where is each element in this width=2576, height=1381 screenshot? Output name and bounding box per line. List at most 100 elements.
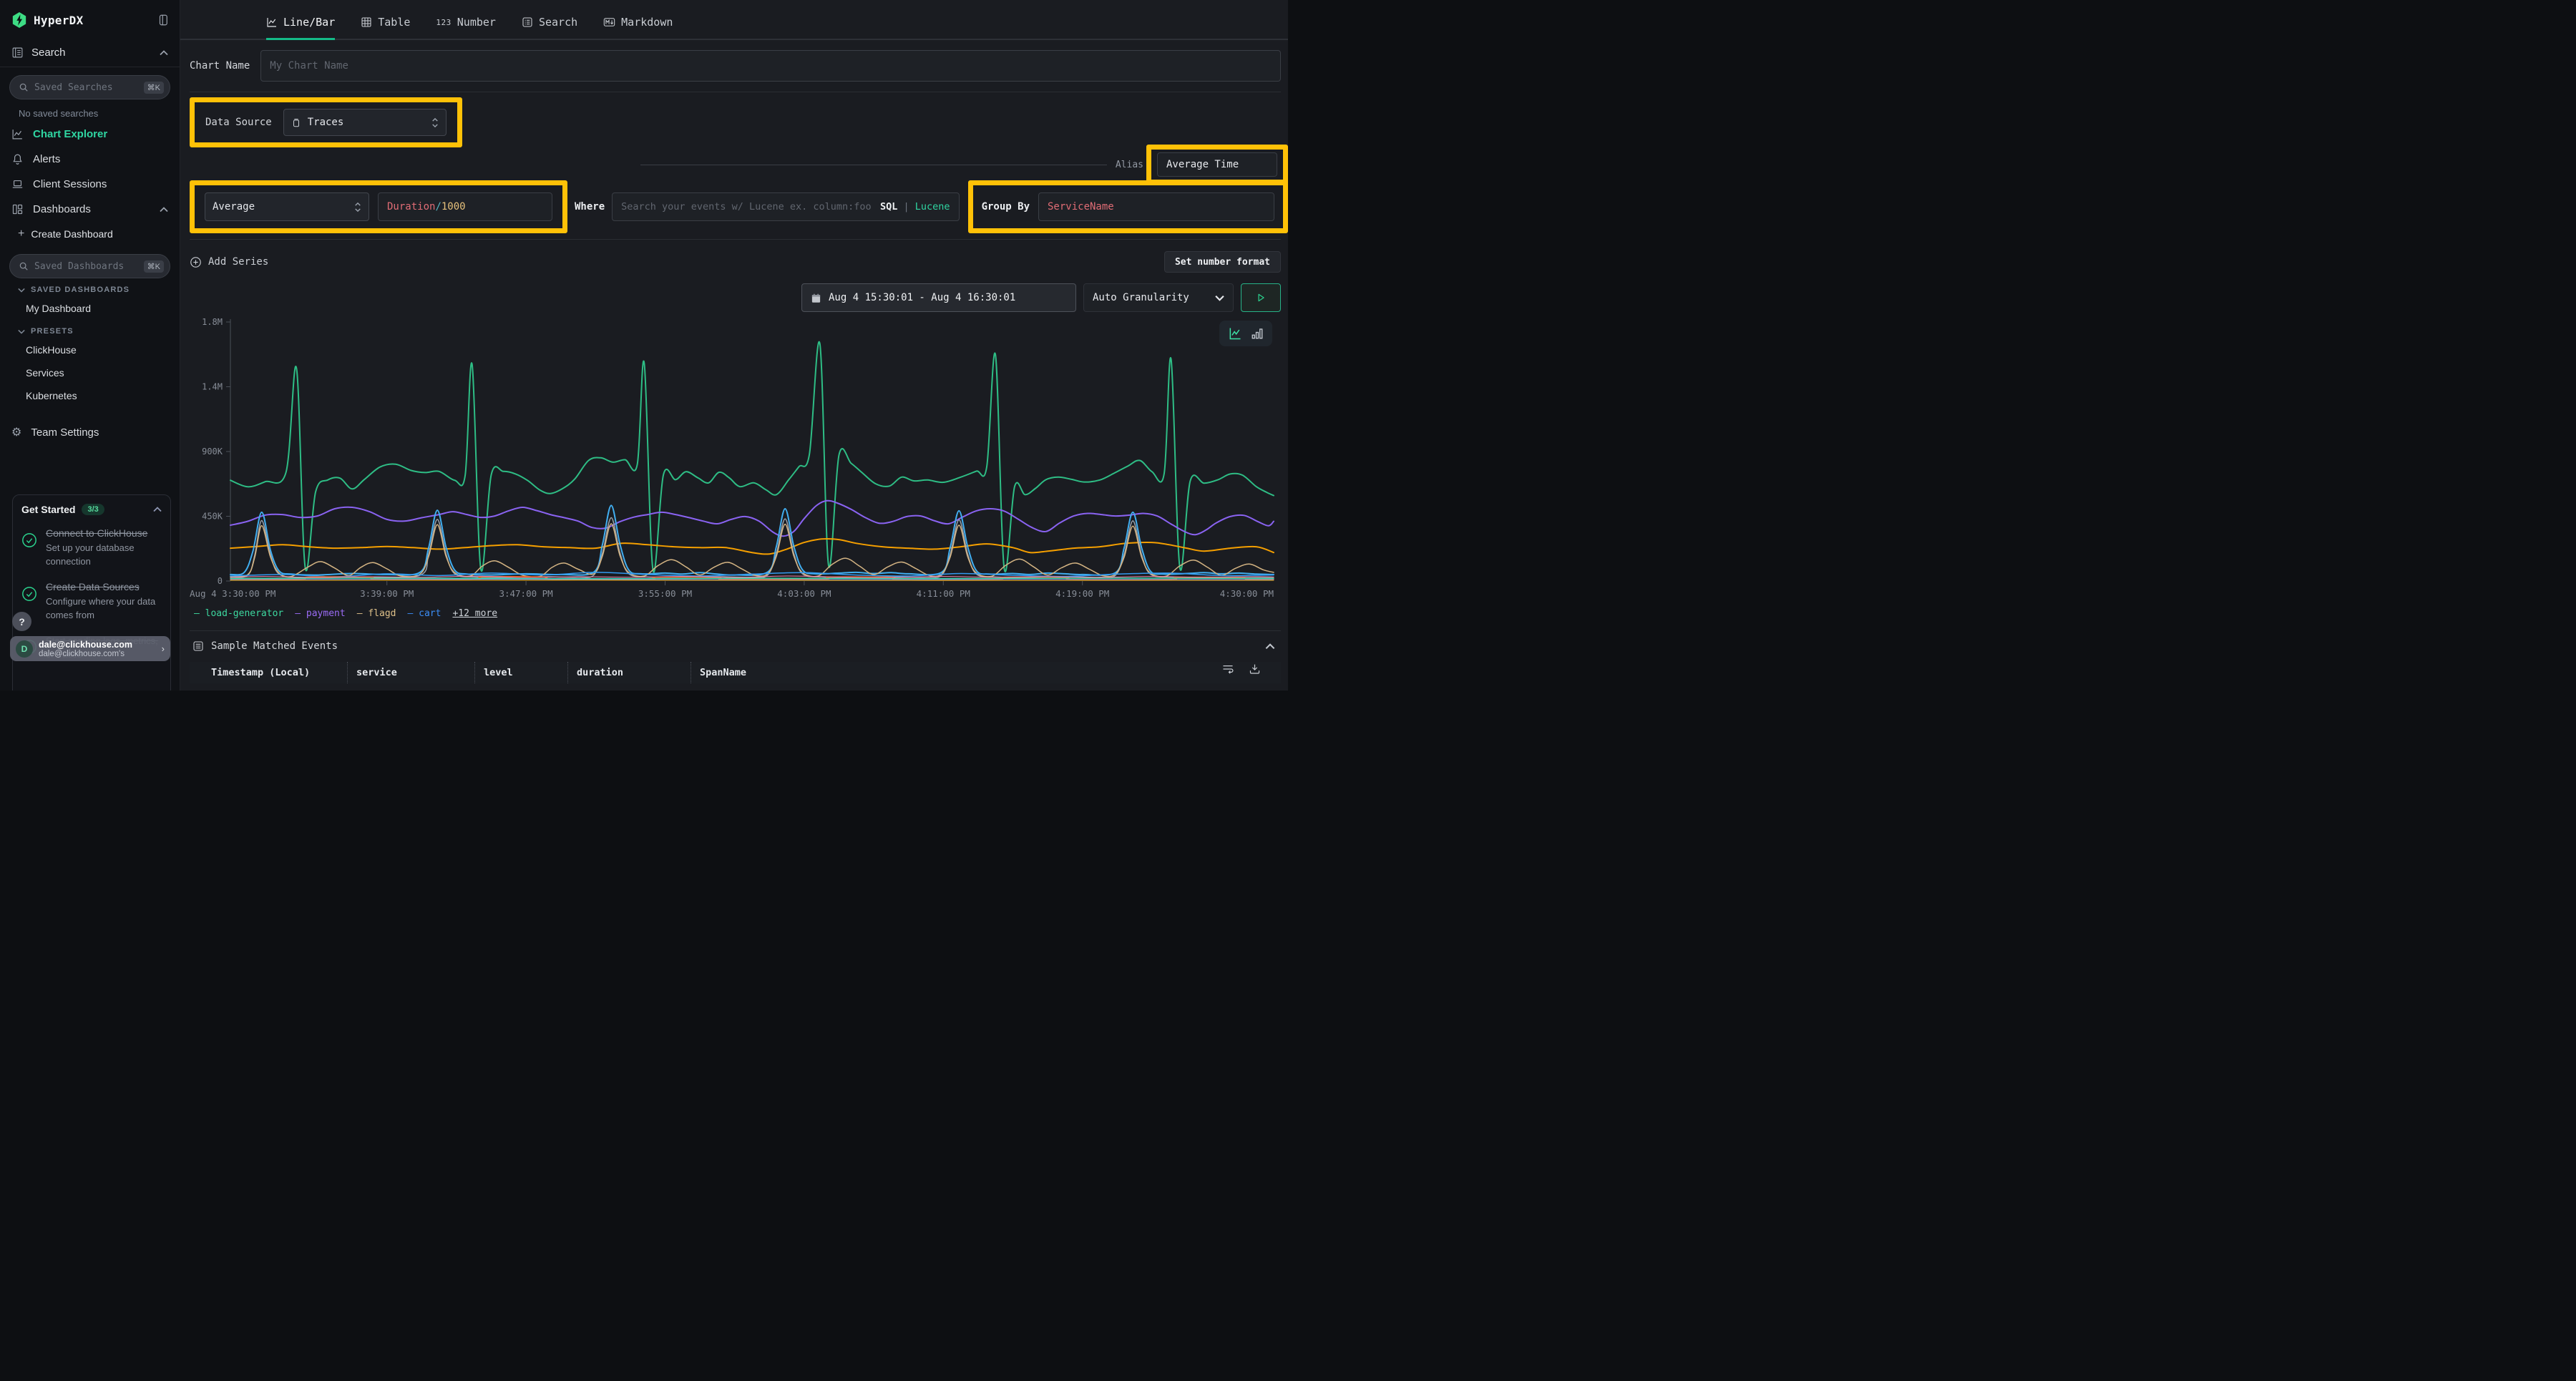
legend-item[interactable]: — cart <box>407 608 441 619</box>
data-source-select[interactable]: Traces <box>283 109 447 136</box>
tab-number[interactable]: 123 Number <box>436 16 496 40</box>
chart-name-input[interactable] <box>260 50 1281 82</box>
plus-icon: + <box>18 228 24 240</box>
user-sub-label: dale@clickhouse.com's <box>39 650 156 658</box>
sidebar-collapse-button[interactable] <box>157 14 170 26</box>
where-search-input[interactable]: Search your events w/ Lucene ex. column:… <box>612 192 959 221</box>
sidebar-item-alerts[interactable]: Alerts <box>0 147 180 172</box>
select-chevrons-icon <box>354 202 361 213</box>
saved-searches-input[interactable]: Saved Searches ⌘K <box>9 75 170 99</box>
data-source-annotation-box: Data Source Traces <box>190 97 462 147</box>
tab-markdown[interactable]: Markdown <box>603 16 673 40</box>
field-expression-input[interactable]: Duration/1000 <box>378 192 552 221</box>
avatar: D <box>16 640 33 658</box>
create-dashboard-button[interactable]: + Create Dashboard <box>0 222 180 246</box>
hyperdx-logo-icon <box>11 11 27 29</box>
expression-token: Duration <box>387 201 435 213</box>
line-view-button[interactable] <box>1228 326 1242 341</box>
alias-input[interactable] <box>1157 152 1277 177</box>
sidebar-item-team-settings[interactable]: ⚙ Team Settings <box>0 420 180 445</box>
check-circle-icon <box>21 527 37 569</box>
date-range-picker[interactable]: Aug 4 15:30:01 - Aug 4 16:30:01 <box>801 283 1076 312</box>
tab-search[interactable]: Search <box>522 16 577 40</box>
column-header-level[interactable]: level <box>474 662 567 683</box>
column-header-timestamp[interactable]: Timestamp (Local) <box>211 662 347 683</box>
calendar-icon <box>811 293 821 303</box>
sql-mode-button[interactable]: SQL <box>880 201 897 213</box>
timeseries-chart[interactable]: 0450K900K1.4M1.8MAug 4 3:30:00 PM3:39:00… <box>190 316 1281 604</box>
aggregation-select[interactable]: Average <box>205 192 369 221</box>
alias-annotation-box <box>1146 145 1288 185</box>
data-source-label: Data Source <box>205 117 272 128</box>
get-started-step-1[interactable]: Connect to ClickHouse Set up your databa… <box>21 527 162 569</box>
saved-dashboards-group[interactable]: SAVED DASHBOARDS <box>0 278 180 297</box>
tab-line-bar[interactable]: Line/Bar <box>266 16 335 40</box>
no-saved-searches-text: No saved searches <box>0 99 180 122</box>
series-line-load-generator <box>230 342 1274 572</box>
group-by-annotation-box: Group By ServiceName <box>968 180 1288 233</box>
saved-dashboards-input[interactable]: Saved Dashboards ⌘K <box>9 254 170 278</box>
main-panel: Line/Bar Table 123 Number Search Markdow… <box>180 0 1288 690</box>
tab-table[interactable]: Table <box>361 16 410 40</box>
legend-item[interactable]: — flagd <box>357 608 396 619</box>
bell-icon <box>11 153 24 165</box>
sidebar-section-search[interactable]: Search <box>0 37 180 67</box>
y-axis-tick-label: 1.8M <box>202 317 223 327</box>
column-header-duration[interactable]: duration <box>567 662 691 683</box>
shortcut-badge: ⌘K <box>144 260 164 273</box>
sidebar-item-chart-explorer[interactable]: Chart Explorer <box>0 122 180 147</box>
x-axis-tick-label: 4:30:00 PM <box>1220 588 1274 599</box>
sidebar-item-clickhouse[interactable]: ClickHouse <box>0 338 180 361</box>
download-icon[interactable] <box>1249 663 1261 675</box>
search-docs-icon <box>11 47 24 59</box>
group-by-input[interactable]: ServiceName <box>1038 192 1274 221</box>
set-number-format-button[interactable]: Set number format <box>1164 251 1281 273</box>
granularity-select[interactable]: Auto Granularity <box>1083 283 1234 312</box>
line-chart-icon <box>266 16 278 28</box>
chevron-up-icon[interactable] <box>160 50 168 56</box>
get-started-progress-badge: 3/3 <box>82 504 104 515</box>
bar-view-button[interactable] <box>1251 327 1264 340</box>
chart-display-toggle <box>1219 321 1272 346</box>
x-axis-tick-label: 3:55:00 PM <box>638 588 692 599</box>
get-started-step-2[interactable]: Create Data Sources Configure where your… <box>21 580 162 623</box>
number-123-icon: 123 <box>436 18 451 27</box>
column-header-service[interactable]: service <box>347 662 474 683</box>
series-line-unlabeled-5 <box>230 578 1274 579</box>
legend-item[interactable]: — payment <box>295 608 345 619</box>
chevron-up-icon[interactable] <box>153 507 162 512</box>
y-axis-tick-label: 450K <box>202 512 223 522</box>
x-axis-tick-label: 3:47:00 PM <box>499 588 552 599</box>
events-table-header: Timestamp (Local) service level duration… <box>190 662 1281 683</box>
user-menu[interactable]: D dale@clickhouse.com dale@clickhouse.co… <box>10 636 170 661</box>
search-icon <box>19 82 29 92</box>
collapse-events-button[interactable] <box>1265 643 1275 650</box>
help-button[interactable]: ? <box>12 612 31 631</box>
x-axis-tick-label: 3:39:00 PM <box>360 588 414 599</box>
add-series-button[interactable]: Add Series <box>190 256 268 268</box>
series-line-payment <box>230 501 1274 537</box>
column-header-spanname[interactable]: SpanName <box>691 662 1281 683</box>
run-query-button[interactable] <box>1241 283 1281 312</box>
sidebar: HyperDX Search Saved Searches ⌘K No save… <box>0 0 180 690</box>
wrap-text-icon[interactable] <box>1221 663 1234 675</box>
y-axis-tick-label: 0 <box>218 576 223 586</box>
sidebar-item-client-sessions[interactable]: Client Sessions <box>0 172 180 197</box>
chart-legend: — load-generator — payment — flagd — cart +1… <box>190 608 1281 619</box>
chevron-up-icon[interactable] <box>160 207 168 213</box>
group-by-label: Group By <box>982 201 1030 213</box>
legend-more-link[interactable]: +12 more <box>452 608 497 619</box>
sidebar-item-my-dashboard[interactable]: My Dashboard <box>0 297 180 320</box>
markdown-icon <box>603 16 615 28</box>
sidebar-item-dashboards[interactable]: Dashboards <box>0 197 180 222</box>
chevron-right-icon: › <box>162 643 165 654</box>
x-axis-tick-label: Aug 4 3:30:00 PM <box>190 588 275 599</box>
presets-group[interactable]: PRESETS <box>0 320 180 338</box>
sidebar-item-kubernetes[interactable]: Kubernetes <box>0 384 180 407</box>
sample-events-title: Sample Matched Events <box>211 640 338 652</box>
table-icon <box>361 16 372 28</box>
x-axis-tick-label: 4:11:00 PM <box>917 588 970 599</box>
legend-item[interactable]: — load-generator <box>194 608 283 619</box>
sidebar-item-services[interactable]: Services <box>0 361 180 384</box>
lucene-mode-button[interactable]: Lucene <box>915 201 950 213</box>
